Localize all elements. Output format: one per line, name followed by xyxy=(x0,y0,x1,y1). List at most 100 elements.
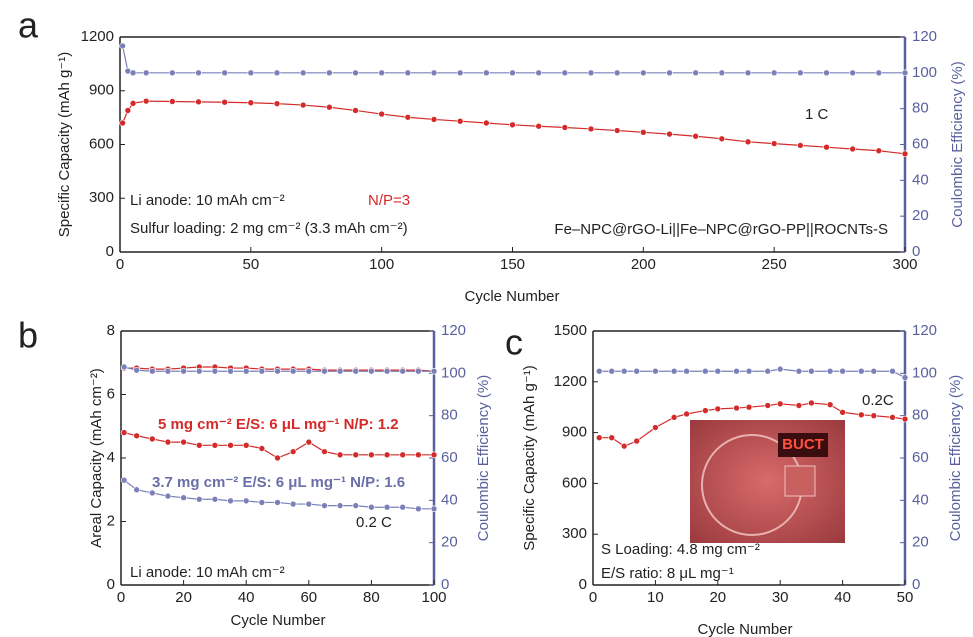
data-point xyxy=(776,400,784,408)
data-point xyxy=(666,130,673,138)
y2-tick-label: 40 xyxy=(912,491,929,508)
data-point xyxy=(289,500,297,508)
y2-axis-label: Coulombic Efficiency (%) xyxy=(949,61,966,227)
data-point xyxy=(258,445,266,452)
y2-tick-label: 20 xyxy=(912,534,929,551)
data-point xyxy=(119,42,126,50)
annotation: 1 C xyxy=(805,106,829,123)
x-tick-label: 40 xyxy=(238,589,255,606)
panel-label: b xyxy=(18,315,38,356)
data-point xyxy=(274,367,281,375)
data-point xyxy=(352,107,359,114)
data-point xyxy=(195,495,203,503)
x-tick-label: 200 xyxy=(631,256,656,273)
data-point xyxy=(415,367,422,375)
x-tick-label: 40 xyxy=(834,589,851,606)
data-point xyxy=(430,451,438,459)
x-tick-label: 20 xyxy=(175,589,192,606)
data-point xyxy=(509,121,516,129)
data-point xyxy=(336,502,344,509)
data-point xyxy=(870,367,878,375)
y-tick-label: 300 xyxy=(89,189,114,206)
data-point xyxy=(744,69,752,77)
data-point xyxy=(823,143,830,151)
data-point xyxy=(875,147,883,155)
y2-tick-label: 0 xyxy=(912,576,920,593)
data-point xyxy=(587,125,595,133)
data-point xyxy=(383,367,391,375)
x-tick-label: 60 xyxy=(300,589,317,606)
data-point xyxy=(124,107,132,114)
data-point xyxy=(149,435,156,443)
data-point xyxy=(242,497,250,505)
data-point xyxy=(849,145,856,153)
data-point xyxy=(670,367,678,375)
y2-tick-label: 40 xyxy=(441,491,458,508)
data-point xyxy=(164,492,172,500)
inset-board xyxy=(784,465,816,497)
data-point xyxy=(258,499,266,506)
data-point xyxy=(227,497,234,505)
data-point xyxy=(247,69,255,77)
data-point xyxy=(352,367,360,375)
data-point xyxy=(120,476,128,484)
data-point xyxy=(430,367,438,375)
data-point xyxy=(509,69,516,77)
data-point xyxy=(702,367,709,375)
data-point xyxy=(149,367,156,375)
data-point xyxy=(839,408,846,416)
data-point xyxy=(613,127,621,134)
data-point xyxy=(383,451,391,459)
data-point xyxy=(561,69,569,77)
y2-tick-label: 20 xyxy=(912,207,929,224)
data-point xyxy=(849,69,856,77)
x-tick-label: 80 xyxy=(363,589,380,606)
y2-tick-label: 80 xyxy=(912,407,929,424)
data-point xyxy=(321,367,328,375)
x-tick-label: 10 xyxy=(647,589,664,606)
data-point xyxy=(875,69,883,77)
data-point xyxy=(133,366,140,374)
y-tick-label: 900 xyxy=(562,424,587,441)
data-point xyxy=(305,367,313,375)
panel-label: a xyxy=(18,5,39,46)
y-tick-label: 2 xyxy=(107,512,115,529)
data-point xyxy=(415,451,422,459)
data-point xyxy=(299,101,307,109)
data-point xyxy=(483,69,490,77)
y-tick-label: 1200 xyxy=(554,373,587,390)
annotation: Sulfur loading: 2 mg cm⁻² (3.3 mAh cm⁻²) xyxy=(130,220,408,237)
data-point xyxy=(620,367,628,375)
data-point xyxy=(666,69,673,77)
y-tick-label: 6 xyxy=(107,385,115,402)
annotation: E/S ratio: 8 μL mg⁻¹ xyxy=(601,565,734,582)
x-tick-label: 100 xyxy=(369,256,394,273)
data-point xyxy=(195,441,203,449)
data-point xyxy=(714,405,722,413)
y2-axis-label: Coulombic Efficiency (%) xyxy=(947,375,964,541)
y2-tick-label: 60 xyxy=(441,449,458,466)
data-point xyxy=(430,505,438,513)
y-axis-label: Specific Capacity (mAh g⁻¹) xyxy=(56,52,73,237)
data-point xyxy=(211,495,219,503)
data-point xyxy=(744,138,752,146)
data-point xyxy=(633,367,640,375)
y2-tick-label: 120 xyxy=(912,28,937,45)
data-point xyxy=(120,429,128,436)
data-point xyxy=(195,98,202,106)
data-point xyxy=(336,367,344,375)
data-point xyxy=(247,99,255,107)
data-point xyxy=(274,454,281,462)
inset-display xyxy=(778,433,828,457)
y-tick-label: 0 xyxy=(579,576,587,593)
x-tick-label: 50 xyxy=(897,589,914,606)
data-point xyxy=(901,69,909,77)
data-point xyxy=(608,367,616,375)
data-point xyxy=(764,367,772,375)
annotation: 0.2 C xyxy=(356,514,392,531)
data-point xyxy=(142,97,150,105)
data-point xyxy=(430,69,438,77)
data-point xyxy=(733,367,740,375)
x-tick-label: 0 xyxy=(589,589,597,606)
data-point xyxy=(258,367,266,375)
